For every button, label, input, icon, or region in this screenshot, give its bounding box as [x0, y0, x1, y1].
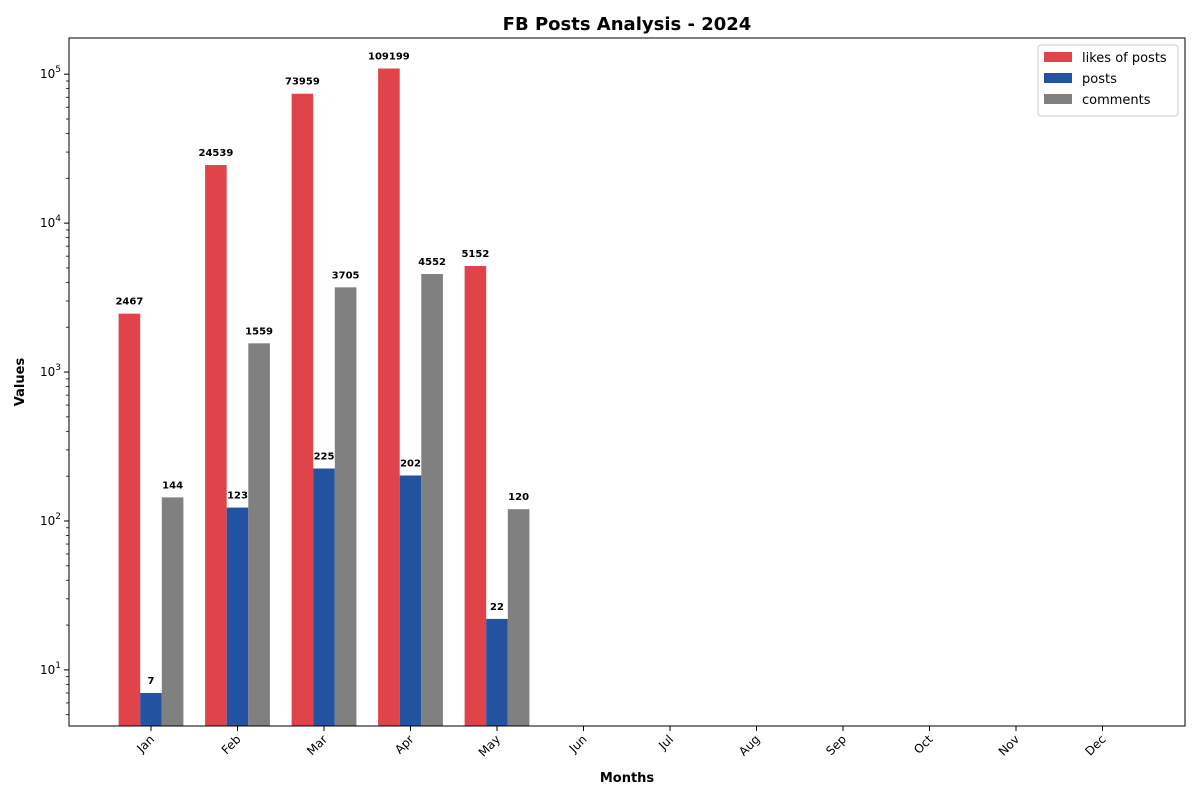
bar-likes-of-posts-apr [378, 68, 400, 726]
bar-comments-jan [161, 497, 184, 726]
y-tick-label: 104 [40, 214, 61, 230]
bar-posts-may [486, 618, 508, 726]
bar-posts-feb [226, 507, 249, 726]
data-label: 144 [162, 480, 183, 491]
legend-label: likes of posts [1082, 51, 1167, 66]
data-label: 123 [227, 491, 248, 502]
bar-comments-feb [248, 343, 270, 726]
x-tick-label: Nov [996, 732, 1022, 758]
x-tick-label: Feb [219, 732, 244, 757]
x-tick-label: Apr [392, 732, 417, 757]
legend-box [1037, 44, 1179, 117]
x-tick-label: Mar [304, 732, 330, 758]
data-label: 3705 [332, 270, 360, 281]
data-label: 73959 [285, 77, 320, 88]
bar-likes-of-posts-mar [291, 93, 314, 726]
plot-frame [68, 37, 1186, 727]
data-label: 4552 [418, 257, 446, 268]
data-label: 24539 [199, 148, 234, 159]
legend-swatch [1044, 94, 1072, 104]
data-label: 2467 [115, 297, 143, 308]
y-tick-label: 103 [40, 363, 61, 379]
y-axis-ticks: 101 102 103 104 105 [40, 65, 69, 716]
bar-comments-may [507, 509, 530, 726]
x-tick-label: Jul [655, 732, 676, 753]
legend: likes of posts posts comments [1037, 44, 1179, 117]
data-label: 1559 [245, 326, 273, 337]
data-label: 109199 [368, 52, 410, 63]
y-tick-label: 101 [40, 661, 61, 677]
x-tick-label: Dec [1082, 732, 1108, 758]
x-axis-ticks: Jan Feb Mar Apr May Jun Jul Aug Sep Oct Nov Dec [133, 726, 1109, 760]
x-tick-label: Sep [823, 732, 849, 758]
x-axis-label: Months [600, 771, 655, 786]
chart-title: FB Posts Analysis - 2024 [503, 14, 752, 35]
x-tick-label: Jan [133, 732, 157, 756]
legend-swatch [1044, 73, 1072, 83]
data-labels-group: 2467 24539 73959 109199 5152 7 123 225 202 22 144 1… [115, 52, 529, 687]
data-label: 202 [400, 458, 421, 469]
data-label: 7 [148, 676, 155, 687]
legend-label: posts [1082, 72, 1117, 87]
bar-posts-jan [140, 692, 162, 726]
y-axis-label: Values [13, 358, 28, 407]
bar-comments-mar [334, 287, 357, 726]
bar-likes-of-posts-jan [118, 313, 141, 726]
data-label: 5152 [461, 249, 489, 260]
legend-swatch [1044, 52, 1072, 62]
bar-posts-apr [399, 475, 422, 726]
legend-label: comments [1082, 93, 1151, 108]
data-label: 22 [490, 602, 504, 613]
data-label: 120 [508, 492, 529, 503]
bar-likes-of-posts-may [464, 266, 487, 726]
bars-group [118, 68, 530, 726]
bar-posts-mar [313, 468, 335, 726]
y-tick-label: 102 [40, 512, 61, 528]
x-tick-label: Oct [911, 732, 936, 757]
data-label: 225 [314, 452, 335, 463]
x-tick-label: May [476, 732, 503, 759]
y-tick-label: 105 [40, 65, 61, 81]
bar-comments-apr [421, 274, 443, 726]
bar-likes-of-posts-feb [205, 165, 227, 726]
x-tick-label: Aug [736, 732, 762, 758]
x-tick-label: Jun [566, 732, 590, 756]
